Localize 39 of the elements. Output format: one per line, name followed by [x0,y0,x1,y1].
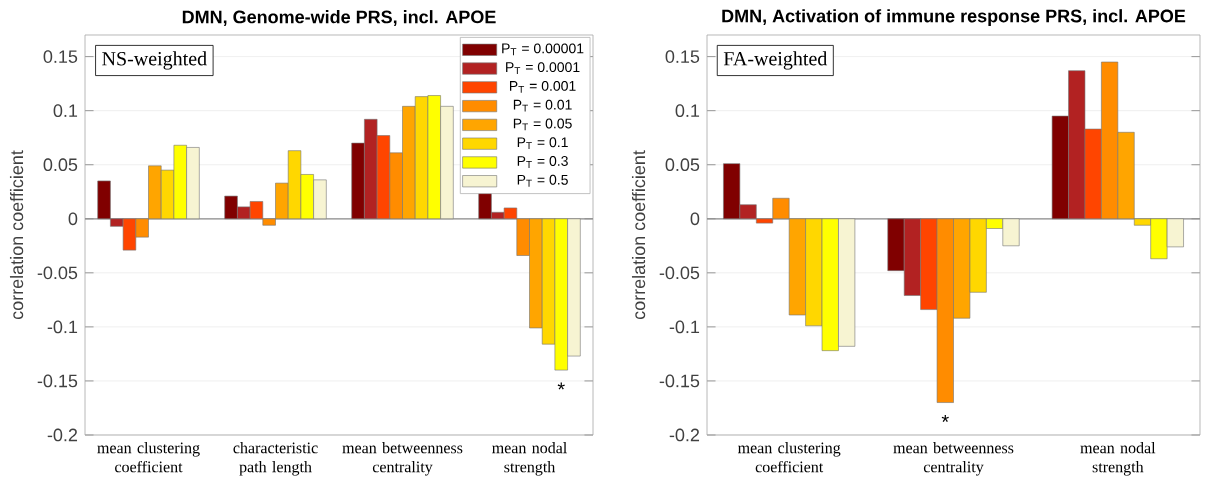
legend-label: P$_{T}$ = 0.3 [517,156,568,168]
y-tick-label: -0.15 [659,374,700,388]
chart-title: DMN, Activation of immune response PRS, incl. APOE [722,9,1186,26]
y-tick-label: 0.1 [53,104,78,118]
x-tick-label: characteristic path length [233,442,318,476]
y-tick-label: -0.15 [37,374,78,388]
x-tick-label: mean nodal strength [492,442,567,476]
chart-title: DMN, Genome-wide PRS, incl. APOE [182,10,496,26]
y-tick-label: 0.15 [43,50,78,63]
annotation: * [941,414,949,422]
y-tick-label: 0 [690,212,700,226]
y-tick-label: 0.15 [665,50,700,63]
legend-label: P$_{T}$ = 0.05 [513,118,572,131]
y-axis-title: correlation coefficient [9,150,24,320]
x-tick-label: mean betweenness centrality [342,442,463,476]
legend-label: P$_{T}$ = 0.01 [513,99,572,112]
legend-label: P$_{T}$ = 0.5 [517,174,568,187]
x-tick-label: mean clustering coefficient [97,442,200,473]
y-tick-label: -0.05 [659,266,700,280]
y-tick-label: -0.2 [669,428,700,442]
annotation: NS-weighted [102,51,207,70]
legend-label: P$_{T}$ = 0.001 [510,80,576,93]
y-axis-title: correlation coefficient [631,150,646,320]
legend-label: P$_{T}$ = 0.00001 [502,43,584,56]
x-tick-label: mean betweenness centrality [893,442,1014,476]
annotation: * [557,382,565,390]
y-tick-label: 0.05 [43,158,78,172]
legend-label: P$_{T}$ = 0.1 [517,137,568,150]
y-tick-label: -0.1 [47,320,78,334]
y-tick-label: 0.05 [665,158,700,172]
y-tick-label: -0.1 [669,320,700,334]
x-tick-label: mean clustering coefficient [737,442,841,473]
y-tick-label: 0.1 [675,104,700,118]
legend-label: P$_{T}$ = 0.0001 [506,62,580,75]
y-tick-label: -0.05 [37,266,78,280]
y-tick-label: 0 [68,212,78,226]
x-tick-label: mean nodal strength [1080,442,1156,476]
annotation: FA-weighted [723,51,828,70]
y-tick-label: -0.2 [47,428,78,442]
